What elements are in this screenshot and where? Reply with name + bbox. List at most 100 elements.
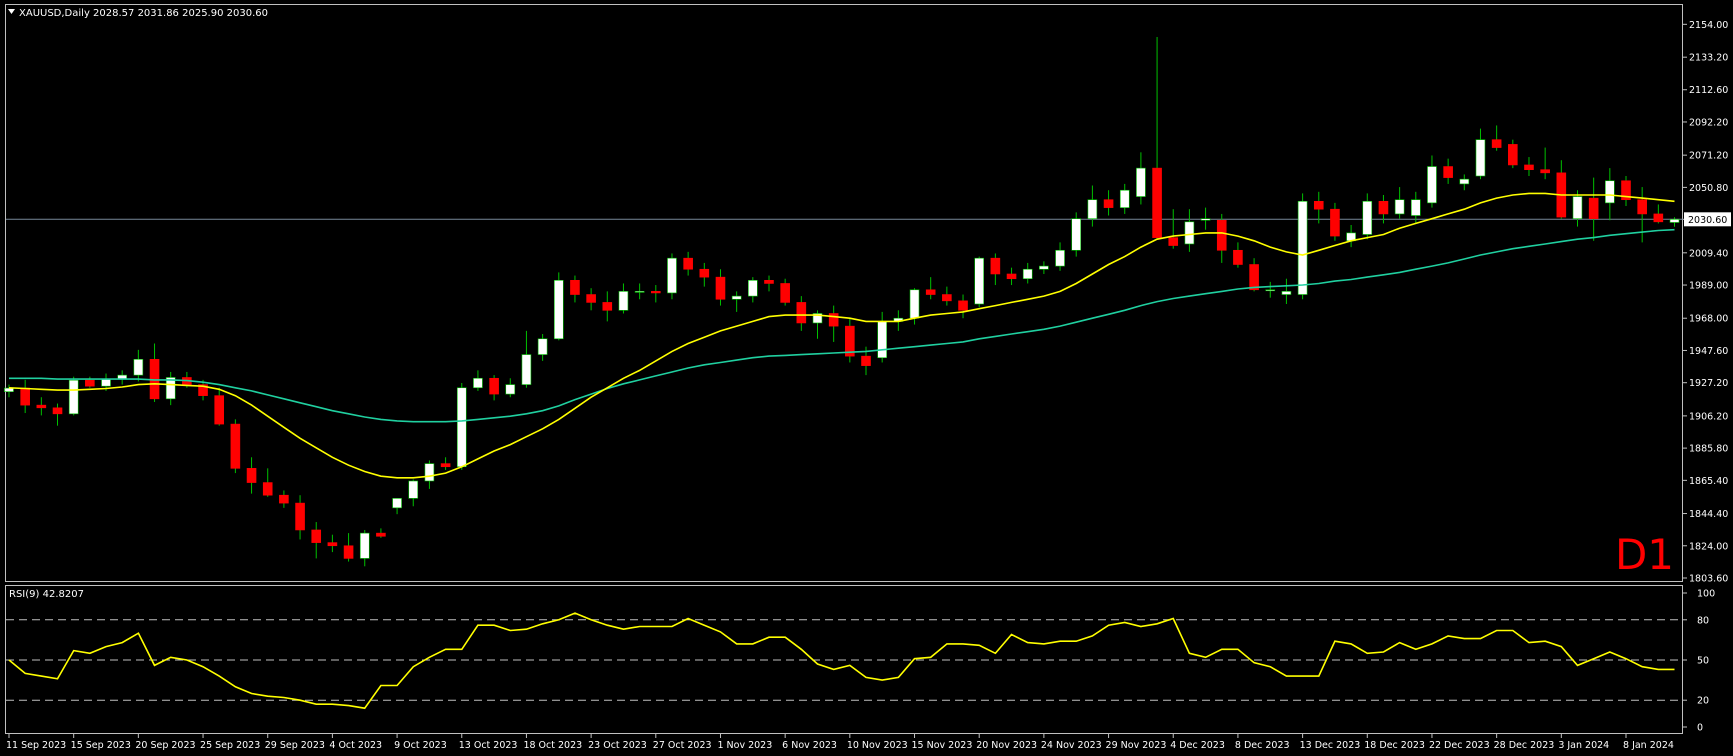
- price-panel-frame: [5, 4, 1683, 582]
- rsi-level-lines: [6, 619, 1683, 701]
- bull-candle: [1022, 268, 1033, 280]
- time-tick-label: 15 Nov 2023: [912, 740, 973, 751]
- bull-candle: [667, 257, 677, 294]
- bull-candle: [748, 280, 758, 297]
- bear-candle: [1508, 144, 1518, 166]
- price-tick-label: 1927.20: [1689, 378, 1728, 389]
- bear-candle: [262, 482, 273, 496]
- bear-candle: [1249, 264, 1259, 291]
- time-tick-label: 13 Oct 2023: [459, 740, 518, 751]
- bear-candle: [295, 502, 305, 531]
- time-tick-label: 6 Nov 2023: [782, 740, 837, 751]
- bear-candle: [1540, 169, 1550, 174]
- bear-candle: [52, 407, 63, 415]
- bull-candle: [1119, 189, 1130, 208]
- bull-candle: [68, 379, 79, 415]
- bear-candle: [440, 463, 451, 468]
- bear-candle: [20, 387, 30, 406]
- chart-menu-triangle-icon[interactable]: [8, 9, 15, 14]
- current-price-box: [1684, 212, 1731, 227]
- bull-candle: [424, 463, 435, 482]
- rsi-tick-label: 0: [1697, 723, 1703, 734]
- time-tick-label: 13 Dec 2023: [1300, 740, 1361, 751]
- price-axis: 2154.00 2133.20 2112.60 2092.20 2071.20 2050.…: [1683, 20, 1731, 585]
- bull-candle: [165, 377, 176, 400]
- time-tick-label: 24 Nov 2023: [1041, 740, 1102, 751]
- bear-candle: [1524, 164, 1534, 170]
- bear-candle: [586, 294, 596, 303]
- time-tick-label: 3 Jan 2024: [1558, 740, 1609, 751]
- rsi-panel-frame: [5, 585, 1683, 734]
- time-tick-label: 20 Sep 2023: [135, 740, 195, 751]
- bear-candle: [796, 302, 807, 324]
- moving-average-lines: [8, 192, 1675, 479]
- bull-candle: [101, 378, 111, 387]
- time-axis: 11 Sep 2023 15 Sep 2023 20 Sep 2023 25 Sep …: [6, 734, 1674, 751]
- bull-candle: [408, 480, 419, 499]
- time-tick-label: 15 Sep 2023: [71, 740, 131, 751]
- bear-candle: [1216, 219, 1227, 251]
- bear-candle: [214, 395, 225, 425]
- price-tick-label: 2133.20: [1689, 53, 1728, 64]
- time-tick-label: 1 Nov 2023: [717, 740, 772, 751]
- price-tick-label: 1844.40: [1689, 509, 1728, 520]
- rsi-tick-label: 100: [1697, 589, 1715, 600]
- time-tick-label: 8 Jan 2024: [1623, 740, 1674, 751]
- bull-candle: [731, 295, 742, 300]
- bull-candle: [133, 359, 144, 376]
- bear-candle: [845, 325, 855, 357]
- bull-candle: [1427, 166, 1437, 204]
- bear-candle: [861, 355, 871, 366]
- bull-candle: [1459, 178, 1470, 185]
- time-tick-label: 29 Nov 2023: [1106, 740, 1167, 751]
- price-tick-label: 2154.00: [1689, 20, 1728, 31]
- bull-candle: [473, 377, 483, 389]
- bear-candle: [489, 377, 499, 395]
- time-tick-label: 18 Oct 2023: [523, 740, 582, 751]
- bear-candle: [1006, 273, 1017, 280]
- bear-candle: [828, 313, 839, 327]
- time-tick-label: 29 Sep 2023: [265, 740, 325, 751]
- price-tick-label: 1906.20: [1689, 411, 1728, 422]
- bear-candle: [1330, 208, 1340, 237]
- rsi-tick-label: 50: [1697, 656, 1709, 667]
- bear-candle: [1443, 166, 1453, 178]
- bull-candle: [812, 313, 823, 324]
- bear-candle: [230, 423, 241, 469]
- price-tick-label: 1865.40: [1689, 476, 1728, 487]
- time-tick-label: 18 Dec 2023: [1364, 740, 1425, 751]
- time-tick-label: 4 Oct 2023: [329, 740, 382, 751]
- time-tick-label: 4 Dec 2023: [1170, 740, 1225, 751]
- bear-candle: [715, 276, 726, 300]
- slow-moving-average-line: [9, 228, 1675, 423]
- price-tick-label: 2050.80: [1689, 183, 1728, 194]
- bull-candle: [1362, 200, 1373, 235]
- bear-candle: [1233, 249, 1243, 265]
- rsi-tick-label: 20: [1697, 696, 1709, 707]
- time-tick-label: 22 Dec 2023: [1429, 740, 1490, 751]
- bear-candle: [1152, 167, 1162, 238]
- bear-candle: [958, 300, 968, 311]
- symbol-header: XAUUSD,Daily 2028.57 2031.86 2025.90 203…: [19, 8, 268, 19]
- bear-candle: [942, 294, 952, 302]
- bull-candle: [1200, 218, 1211, 221]
- bull-candle: [553, 280, 564, 340]
- time-tick-label: 23 Oct 2023: [588, 740, 647, 751]
- price-tick-label: 1803.60: [1689, 574, 1728, 585]
- time-tick-label: 8 Dec 2023: [1235, 740, 1290, 751]
- bull-candle: [1055, 249, 1065, 267]
- price-tick-label: 1947.60: [1689, 346, 1728, 357]
- bear-candle: [764, 280, 774, 284]
- bear-candle: [602, 302, 613, 311]
- bear-candle: [990, 257, 1001, 275]
- bear-candle: [85, 379, 95, 387]
- bear-candle: [570, 280, 580, 295]
- bear-candle: [311, 529, 322, 543]
- bear-candle: [327, 542, 338, 547]
- bull-candle: [1087, 199, 1098, 219]
- bear-candle: [1378, 200, 1389, 215]
- time-tick-label: 28 Dec 2023: [1494, 740, 1555, 751]
- bull-candle: [505, 384, 516, 395]
- price-tick-label: 2092.20: [1689, 117, 1728, 128]
